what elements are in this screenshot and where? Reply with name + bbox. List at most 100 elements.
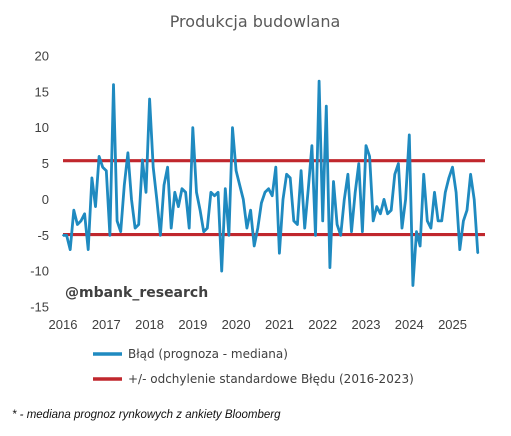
error-series-point [134,227,137,230]
error-series-point [141,159,144,161]
error-series-point [289,177,292,179]
error-series-point [430,227,432,230]
error-series-point [368,155,371,158]
error-series-point [213,194,216,197]
error-series-point [267,187,270,190]
error-series-point [469,173,472,176]
x-tick-label: 2018 [135,317,164,332]
error-series-point [235,169,238,172]
error-series-point [202,230,205,233]
error-series-point [303,227,306,230]
y-tick-label: 5 [42,156,49,171]
error-series-point [282,198,284,201]
error-series-point [332,180,335,183]
error-series-point [343,198,346,201]
x-tick-label: 2020 [222,317,251,332]
error-series-point [329,266,331,269]
error-series-point [256,227,259,230]
x-tick-label: 2017 [92,317,121,332]
error-series-point [365,144,367,147]
error-series-point [65,234,68,237]
x-tick-label: 2021 [265,317,294,332]
error-series-point [466,209,468,212]
y-tick-label: 20 [35,49,49,64]
error-series-point [184,191,187,194]
error-series-point [473,198,476,201]
error-series-point [217,191,220,194]
error-series-point [390,209,393,212]
error-series-point [195,191,198,194]
error-series-point [271,194,274,197]
footnote: * - mediana prognoz rynkowych z ankiety … [12,409,281,421]
error-series-point [199,209,202,212]
error-series-point [188,227,191,230]
error-series-point [448,177,450,179]
error-series-point [292,220,295,222]
error-series-point [408,134,411,136]
legend: Błąd (prognoza - mediana) +/- odchylenie… [93,347,414,386]
error-series-point [419,245,421,247]
x-tick-label: 2019 [178,317,207,332]
y-tick-label: -5 [37,228,49,243]
std-dev-band-lines [63,159,485,237]
error-series-point [191,126,194,129]
y-tick-label: 10 [35,120,49,135]
y-tick-label: 0 [42,192,49,207]
error-series-point [177,205,180,208]
error-series-point [69,248,72,251]
error-series-point [383,198,385,201]
error-series-point [228,234,230,237]
error-series-point [336,223,338,226]
x-tick-label: 2022 [308,317,337,332]
error-series-point [130,198,133,201]
error-series-point [296,223,299,226]
error-series-point [476,252,479,255]
y-tick-label: -10 [30,264,49,279]
error-series-point [91,177,93,179]
y-tick-label: -15 [30,300,49,315]
error-series-point [127,151,129,154]
x-tick-label: 2025 [438,317,467,332]
error-series-point [231,126,234,129]
x-tick-label: 2023 [352,317,381,332]
error-series-point [87,248,90,251]
error-series-point [386,212,389,215]
error-series-point [123,184,126,187]
x-tick-label: 2016 [49,317,78,332]
error-series-point [307,187,310,190]
error-series-point [433,191,436,194]
error-series-point [116,220,118,222]
error-series-point [76,223,79,226]
error-series-point [152,166,155,169]
error-series-point [249,209,252,212]
error-series-point [379,212,382,215]
error-series-point [300,169,302,172]
error-series-point [372,220,375,222]
error-series-point [347,173,349,176]
legend-label-stddev: +/- odchylenie standardowe Błędu (2016-2… [128,372,414,386]
error-series-point [105,169,108,172]
error-series-point [401,227,403,230]
watermark-label: @mbank_research [65,285,208,301]
error-series-point [206,227,209,230]
error-series-point [404,198,407,201]
error-series-point [72,209,75,212]
error-series-point [437,220,439,222]
error-series-point [375,205,378,208]
x-axis-ticks: 2016 2017 2018 2019 2020 2021 2022 2023 2024 2025 [49,317,467,332]
error-series-point [325,105,328,108]
error-series-point [350,230,353,233]
error-series-point [148,98,151,100]
error-series-point [238,184,241,187]
error-series-point [101,166,104,169]
error-series-point [451,166,454,169]
error-series-point [462,220,465,222]
error-series-point [354,191,357,194]
error-series-point [339,234,342,237]
error-series-point [220,270,223,272]
error-series-point [112,83,115,86]
legend-label-error: Błąd (prognoza - mediana) [128,347,288,361]
error-series-point [422,173,425,176]
y-axis-ticks: 20 15 10 5 0 -5 -10 -15 [30,49,49,315]
x-tick-label: 2024 [395,317,424,332]
